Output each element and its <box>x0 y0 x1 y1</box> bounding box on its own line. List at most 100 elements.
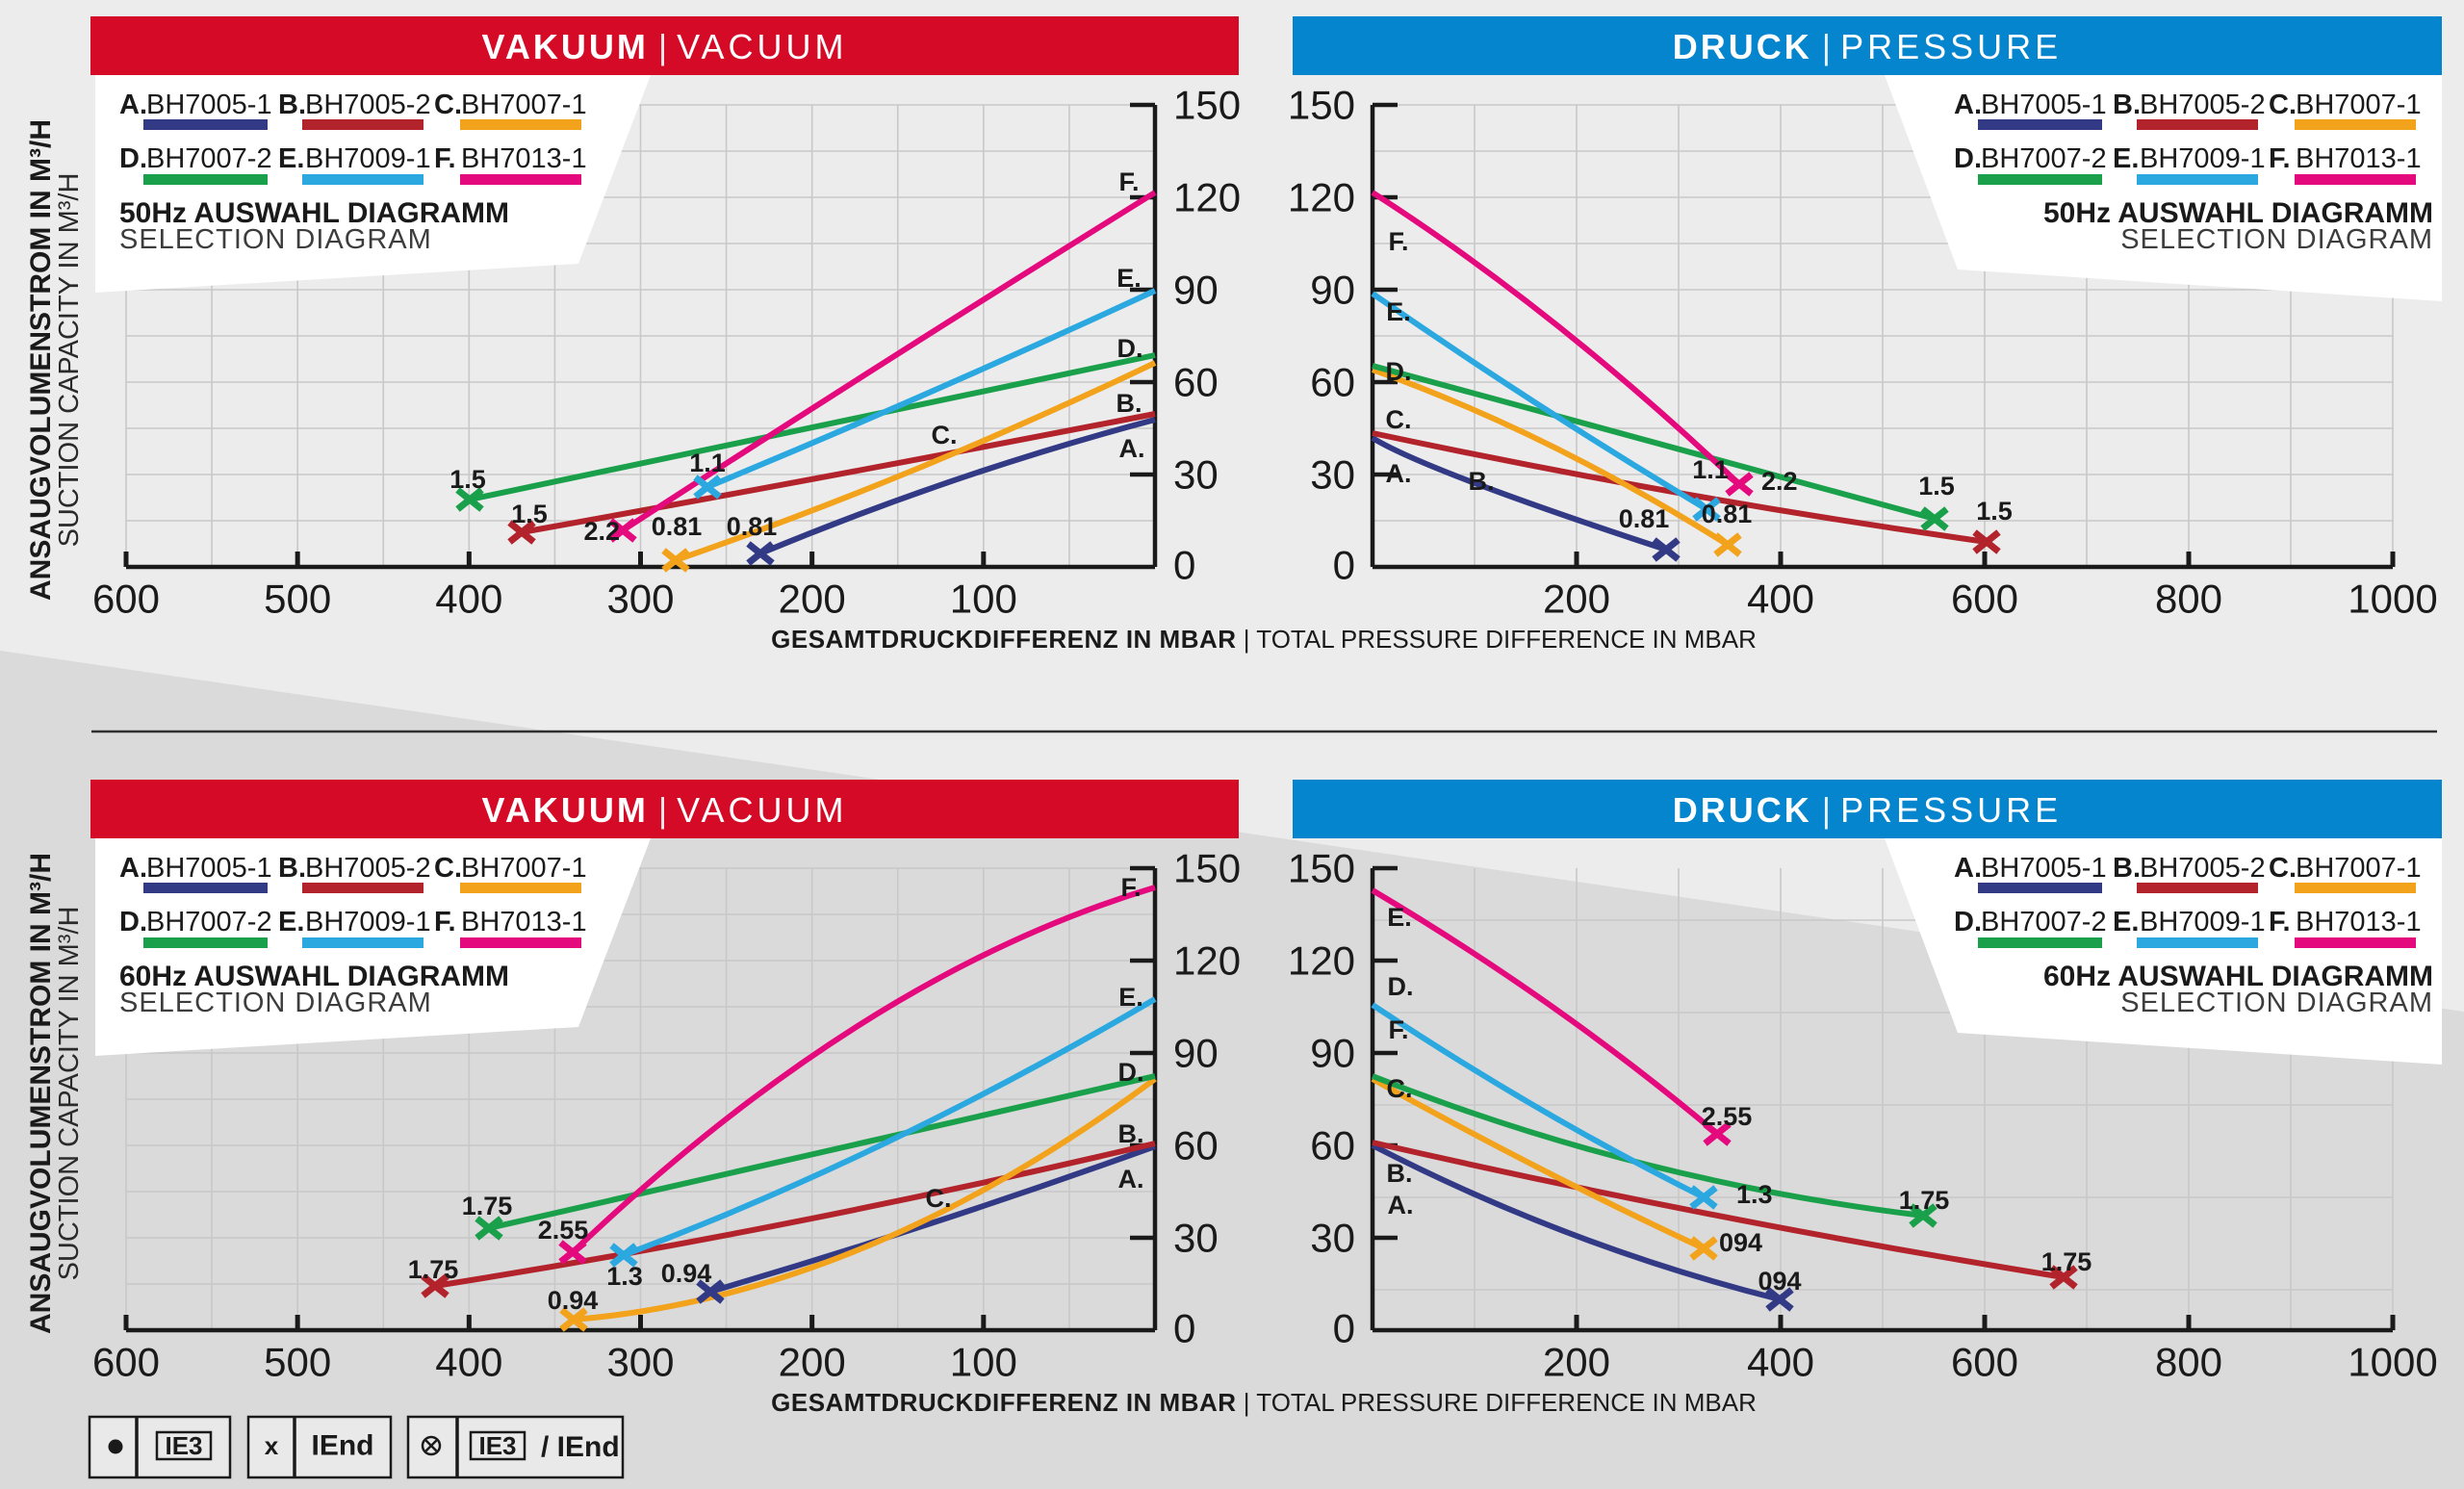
svg-text:F.: F. <box>434 907 456 937</box>
svg-text:E.: E. <box>278 907 304 937</box>
svg-text:SELECTION DIAGRAM: SELECTION DIAGRAM <box>2120 988 2433 1018</box>
svg-text:F.: F. <box>1388 227 1408 256</box>
svg-text:50Hz AUSWAHL DIAGRAMM: 50Hz AUSWAHL DIAGRAMM <box>119 197 509 229</box>
svg-text:1000: 1000 <box>2348 1340 2437 1385</box>
svg-text:60Hz AUSWAHL DIAGRAMM: 60Hz AUSWAHL DIAGRAMM <box>119 961 509 992</box>
svg-text:1.5: 1.5 <box>1918 472 1955 501</box>
svg-text:BH7007-2: BH7007-2 <box>146 143 272 174</box>
svg-text:1.75: 1.75 <box>462 1192 513 1220</box>
svg-text:30: 30 <box>1173 1216 1219 1261</box>
svg-text:BH7013-1: BH7013-1 <box>2296 143 2422 174</box>
svg-text:1.75: 1.75 <box>408 1255 459 1284</box>
svg-text:600: 600 <box>1951 577 2018 622</box>
svg-text:1.75: 1.75 <box>2041 1247 2092 1276</box>
svg-text:DRUCK | PRESSURE: DRUCK | PRESSURE <box>1673 27 2062 66</box>
svg-text:0.81: 0.81 <box>727 512 778 541</box>
svg-text:x: x <box>265 1431 279 1460</box>
svg-text:D.: D. <box>119 907 147 937</box>
svg-text:2.55: 2.55 <box>1702 1102 1753 1131</box>
svg-text:60Hz AUSWAHL DIAGRAMM: 60Hz AUSWAHL DIAGRAMM <box>2043 961 2433 992</box>
svg-text:60: 60 <box>1310 360 1355 405</box>
svg-text:200: 200 <box>779 577 846 622</box>
svg-text:B.: B. <box>1118 1119 1144 1148</box>
svg-text:600: 600 <box>92 577 160 622</box>
svg-text:F.: F. <box>1120 873 1141 902</box>
svg-text:1.5: 1.5 <box>511 500 548 528</box>
svg-text:500: 500 <box>264 1340 331 1385</box>
svg-text:BH7009-1: BH7009-1 <box>305 143 431 174</box>
svg-text:300: 300 <box>606 577 674 622</box>
svg-text:A.: A. <box>119 853 147 884</box>
svg-text:BH7007-2: BH7007-2 <box>1981 907 2107 937</box>
svg-text:/ IEnd: / IEnd <box>541 1431 620 1463</box>
svg-text:B.: B. <box>1387 1159 1413 1188</box>
svg-text:F.: F. <box>434 143 456 174</box>
svg-text:150: 150 <box>1173 83 1241 128</box>
svg-text:094: 094 <box>1758 1267 1801 1296</box>
svg-text:BH7005-2: BH7005-2 <box>305 90 431 120</box>
svg-text:90: 90 <box>1173 268 1219 313</box>
svg-text:120: 120 <box>1173 175 1241 220</box>
svg-text:30: 30 <box>1310 452 1355 498</box>
svg-text:BH7013-1: BH7013-1 <box>2296 907 2422 937</box>
svg-text:A.: A. <box>1388 1191 1414 1219</box>
svg-text:BH7009-1: BH7009-1 <box>2140 143 2266 174</box>
svg-text:094: 094 <box>1719 1228 1762 1257</box>
svg-text:0.94: 0.94 <box>548 1286 599 1315</box>
svg-text:120: 120 <box>1288 938 1355 984</box>
svg-text:E.: E. <box>2113 143 2139 174</box>
svg-text:150: 150 <box>1288 83 1355 128</box>
svg-text:150: 150 <box>1173 846 1241 891</box>
svg-text:D.: D. <box>1954 907 1982 937</box>
svg-text:300: 300 <box>606 1340 674 1385</box>
svg-text:400: 400 <box>435 1340 502 1385</box>
svg-text:E.: E. <box>1118 983 1143 1012</box>
svg-text:BH7007-2: BH7007-2 <box>146 907 272 937</box>
svg-text:0.81: 0.81 <box>1702 500 1753 528</box>
svg-text:VAKUUM | VACUUM: VAKUUM | VACUUM <box>481 27 847 66</box>
svg-text:0: 0 <box>1173 1306 1195 1351</box>
svg-text:SELECTION DIAGRAM: SELECTION DIAGRAM <box>119 988 432 1018</box>
svg-text:90: 90 <box>1310 1031 1355 1076</box>
svg-text:C.: C. <box>1386 405 1412 434</box>
svg-text:BH7005-1: BH7005-1 <box>146 90 272 120</box>
svg-text:C.: C. <box>434 853 462 884</box>
svg-text:B.: B. <box>1116 389 1142 418</box>
svg-text:BH7005-2: BH7005-2 <box>2140 853 2266 884</box>
svg-text:1.3: 1.3 <box>606 1262 643 1291</box>
svg-text:BH7007-1: BH7007-1 <box>461 853 587 884</box>
svg-text:100: 100 <box>950 1340 1017 1385</box>
svg-text:D.: D. <box>1388 972 1414 1001</box>
svg-text:B.: B. <box>278 853 306 884</box>
svg-text:2.2: 2.2 <box>1761 467 1798 496</box>
svg-text:60: 60 <box>1173 1123 1219 1168</box>
svg-text:60: 60 <box>1310 1123 1355 1168</box>
svg-text:100: 100 <box>950 577 1017 622</box>
svg-text:0: 0 <box>1173 543 1195 588</box>
svg-text:0.94: 0.94 <box>661 1259 712 1288</box>
svg-text:800: 800 <box>2155 577 2222 622</box>
svg-text:C.: C. <box>2269 90 2297 120</box>
svg-text:BH7005-1: BH7005-1 <box>146 853 272 884</box>
svg-text:150: 150 <box>1288 846 1355 891</box>
svg-text:IE3: IE3 <box>478 1431 516 1460</box>
svg-text:D.: D. <box>119 143 147 174</box>
svg-text:400: 400 <box>1747 1340 1814 1385</box>
svg-text:60: 60 <box>1173 360 1219 405</box>
svg-text:BH7013-1: BH7013-1 <box>461 143 587 174</box>
svg-text:IEnd: IEnd <box>312 1430 374 1462</box>
svg-text:1.5: 1.5 <box>1976 497 2013 526</box>
svg-text:400: 400 <box>1747 577 1814 622</box>
svg-text:A.: A. <box>1118 1165 1144 1194</box>
svg-text:VAKUUM | VACUUM: VAKUUM | VACUUM <box>481 790 847 830</box>
svg-text:0.81: 0.81 <box>652 512 703 541</box>
svg-text:120: 120 <box>1173 938 1241 984</box>
svg-text:E.: E. <box>1387 903 1412 932</box>
svg-text:C.: C. <box>932 421 958 449</box>
svg-text:BH7007-1: BH7007-1 <box>2296 853 2422 884</box>
svg-text:120: 120 <box>1288 175 1355 220</box>
svg-text:2.2: 2.2 <box>583 517 620 546</box>
svg-text:SUCTION CAPACITY IN M³/H: SUCTION CAPACITY IN M³/H <box>54 173 85 548</box>
svg-text:IE3: IE3 <box>165 1431 202 1460</box>
svg-text:B.: B. <box>278 90 306 120</box>
